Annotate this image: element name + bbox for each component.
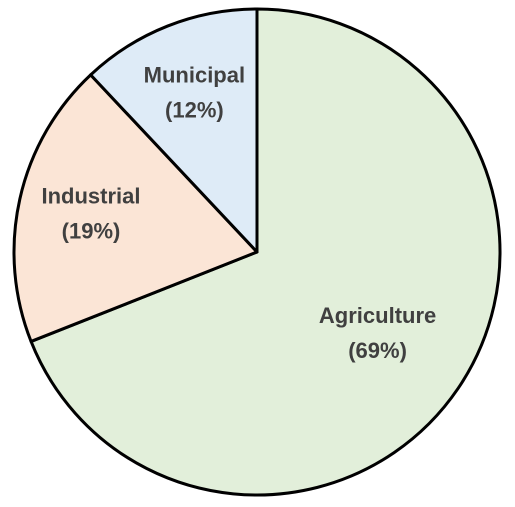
slice-value-label: (12%)	[165, 98, 224, 123]
pie-slice	[29, 7, 502, 497]
slice-label: Agriculture	[319, 303, 436, 328]
pie-slice	[12, 73, 259, 343]
pie-slice	[89, 7, 259, 254]
slice-value-label: (19%)	[62, 219, 121, 244]
slice-label: Industrial	[41, 184, 140, 209]
slice-value-label: (69%)	[348, 338, 407, 363]
slice-label: Municipal	[144, 63, 245, 88]
